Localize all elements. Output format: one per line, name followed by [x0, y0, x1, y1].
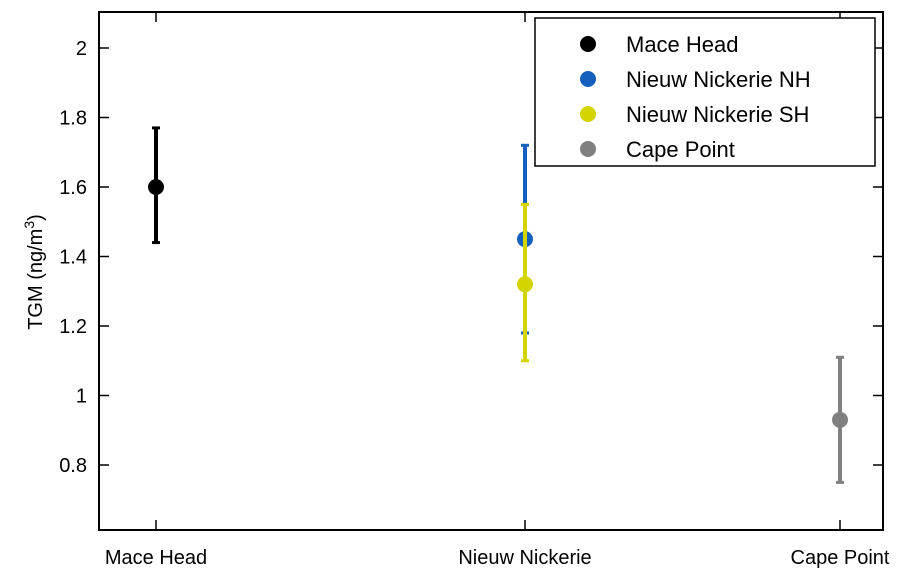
y-axis-label-suffix: ) [25, 214, 47, 221]
y-tick-label: 1.2 [59, 316, 87, 338]
y-tick-label: 1.4 [59, 247, 87, 269]
y-axis-label-main: TGM (ng/m [25, 229, 47, 330]
legend-label: Nieuw Nickerie NH [626, 67, 811, 92]
y-tick-label: 2 [76, 38, 87, 60]
y-tick-label: 0.8 [59, 455, 87, 477]
y-tick-label: 1.8 [59, 108, 87, 130]
x-tick-label: Mace Head [105, 547, 207, 569]
x-tick-labels: Mace Head Nieuw Nickerie Cape Point [105, 547, 890, 569]
legend-label: Nieuw Nickerie SH [626, 102, 809, 127]
legend-marker [580, 36, 596, 52]
y-tick-labels: 0.8 1 1.2 1.4 1.6 1.8 2 [59, 38, 87, 477]
legend-marker [580, 106, 596, 122]
legend-marker [580, 141, 596, 157]
data-point [148, 179, 164, 195]
y-axis-label-superscript: 3 [21, 221, 37, 229]
legend-label: Cape Point [626, 137, 735, 162]
legend-marker [580, 71, 596, 87]
x-tick-label: Cape Point [791, 547, 890, 569]
legend-label: Mace Head [626, 32, 739, 57]
series-nieuw-nickerie-sh [517, 202, 533, 363]
series-layer [148, 126, 848, 484]
y-axis-label: TGM (ng/m3) [21, 214, 47, 330]
series-mace-head [148, 126, 164, 245]
x-tick-label: Nieuw Nickerie [458, 547, 591, 569]
y-tick-label: 1 [76, 386, 87, 408]
data-point [832, 411, 848, 428]
y-tick-label: 1.6 [59, 177, 87, 199]
series-cape-point [832, 355, 848, 484]
data-point [517, 276, 533, 293]
legend: Mace Head Nieuw Nickerie NH Nieuw Nickerie… [534, 17, 876, 167]
